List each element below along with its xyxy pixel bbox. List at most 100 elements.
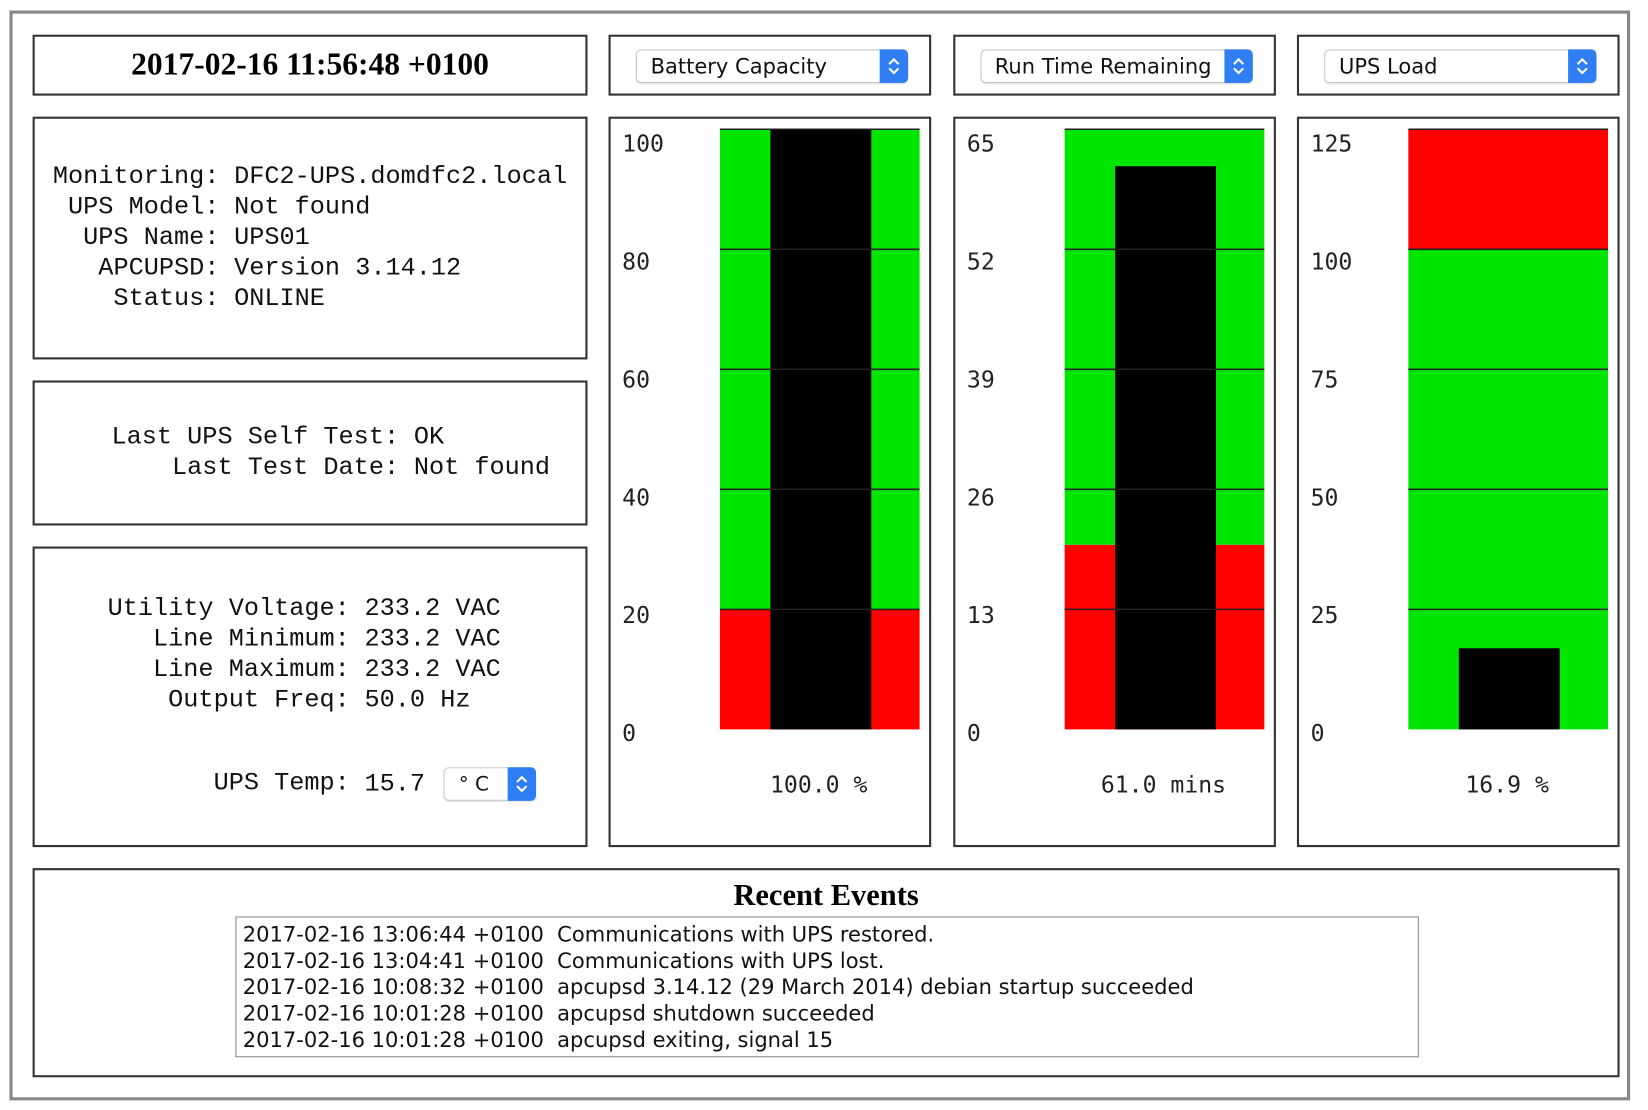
gauge-selector[interactable]: Battery Capacity — [635, 49, 909, 84]
temp-value: 15.7 — [364, 770, 426, 799]
event-line: 2017-02-16 13:06:44 +0100 Communications… — [242, 921, 935, 947]
gauge: 0 25 50 75 100 125 16.9 % — [1311, 128, 1609, 799]
info-value: UPS01 — [234, 223, 310, 253]
select-arrow — [508, 766, 537, 801]
gauge-panel: 0 25 50 75 100 125 16.9 % — [1296, 116, 1620, 848]
info-value: 233.2 VAC — [364, 624, 501, 654]
selector-box: UPS Load — [1296, 34, 1620, 96]
event-line: 2017-02-16 13:04:41 +0100 Communications… — [242, 948, 885, 974]
info-row: UPS Model: Not found — [44, 192, 585, 222]
info-value: DFC2-UPS.domdfc2.local — [234, 162, 568, 192]
self-test-box: Last UPS Self Test: OK Last Test Date: Not … — [32, 380, 588, 526]
info-value: 50.0 Hz — [364, 685, 471, 715]
temp-unit-select[interactable]: ° C — [443, 766, 537, 801]
power-table: Utility Voltage: 233.2 VAC Line Minimum: 23… — [44, 593, 585, 801]
info-label: Output Freq: — [168, 685, 350, 715]
info-label: Line Maximum: — [153, 655, 350, 684]
temp-row: UPS Temp: 15.7 ° C — [44, 715, 585, 801]
gauge: 0 13 26 39 52 65 61.0 mins — [966, 128, 1264, 799]
gauge-bar — [1458, 648, 1560, 730]
info-value: OK — [413, 423, 445, 452]
info-value: Not found — [234, 193, 371, 222]
y-tick-label: 100 — [622, 132, 664, 158]
power-box: Utility Voltage: 233.2 VAC Line Minimum: 23… — [32, 546, 588, 848]
event-line: 2017-02-16 10:01:28 +0100 apcupsd shutdo… — [242, 1000, 875, 1026]
gauge-selector[interactable]: Run Time Remaining — [980, 49, 1253, 84]
arrow-down — [888, 67, 900, 75]
y-tick-label: 80 — [622, 249, 650, 275]
info-row: Status: ONLINE — [44, 284, 585, 314]
info-label: UPS Model: — [68, 193, 220, 222]
info-row: Line Minimum: 233.2 VAC — [44, 624, 585, 654]
status-box: Monitoring: DFC2-UPS.domdfc2.local UPS Mod… — [32, 116, 588, 360]
arrow-icon — [516, 775, 528, 792]
y-tick-label: 65 — [966, 132, 994, 158]
y-tick-label: 75 — [1311, 367, 1339, 393]
arrow-down — [1232, 67, 1244, 75]
info-label: Last Test Date: — [172, 454, 400, 483]
y-tick-label: 20 — [622, 603, 650, 629]
y-tick-label: 100 — [1311, 249, 1353, 275]
gauge-selector[interactable]: UPS Load — [1324, 49, 1597, 84]
info-row: Output Freq: 50.0 Hz — [44, 685, 585, 715]
y-tick-label: 39 — [966, 367, 994, 393]
y-tick-label: 0 — [622, 721, 636, 747]
select-arrow — [1568, 49, 1597, 84]
gauge-panel: 0 13 26 39 52 65 61.0 mins — [952, 116, 1276, 848]
y-tick-label: 0 — [966, 721, 980, 747]
info-label: Line Minimum: — [153, 624, 350, 654]
y-tick-label: 13 — [966, 603, 994, 629]
info-value: ONLINE — [234, 284, 325, 314]
info-row: Monitoring: DFC2-UPS.domdfc2.local — [44, 162, 585, 192]
gauge: 0 20 40 60 80 100 100.0 % — [622, 128, 920, 799]
gauge-value-label: 16.9 % — [1465, 773, 1549, 799]
info-row: UPS Name: UPS01 — [44, 223, 585, 253]
info-label: Status: — [113, 284, 220, 314]
events-log[interactable]: 2017-02-16 13:06:44 +0100 Communications… — [235, 916, 1419, 1058]
self-test-table: Last UPS Self Test: OK Last Test Date: Not … — [44, 423, 585, 484]
y-tick-label: 0 — [1311, 721, 1325, 747]
info-label: Monitoring: — [52, 162, 220, 192]
info-label: Last UPS Self Test: — [111, 423, 400, 452]
y-tick-label: 25 — [1311, 603, 1339, 629]
y-tick-label: 60 — [622, 367, 650, 393]
events-title: Recent Events — [733, 878, 919, 913]
info-label: Utility Voltage: — [107, 594, 350, 623]
select-arrow — [879, 49, 909, 84]
event-line: 2017-02-16 10:08:32 +0100 apcupsd 3.14.1… — [242, 974, 1194, 1000]
status-table: Monitoring: DFC2-UPS.domdfc2.local UPS Mod… — [44, 162, 585, 314]
info-value: 233.2 VAC — [364, 594, 501, 623]
info-label: UPS Name: — [83, 223, 220, 253]
gauge-panel: 0 20 40 60 80 100 100.0 % — [608, 116, 932, 848]
events-box: Recent Events 2017-02-16 13:06:44 +0100 … — [32, 868, 1620, 1078]
timestamp: 2017-02-16 11:56:48 +0100 — [131, 47, 489, 82]
timestamp-box: 2017-02-16 11:56:48 +0100 — [32, 34, 588, 96]
info-row: APCUPSD: Version 3.14.12 — [44, 253, 585, 283]
arrow-down — [1576, 67, 1588, 75]
threshold-band — [1408, 129, 1609, 250]
info-value: Version 3.14.12 — [234, 254, 462, 283]
gauge-value-label: 100.0 % — [770, 773, 867, 799]
info-row: Last UPS Self Test: OK — [44, 423, 585, 453]
info-label: UPS Temp: — [213, 769, 350, 798]
select-arrow — [1223, 49, 1253, 84]
gauge-bar — [770, 129, 872, 730]
arrow-up — [1232, 57, 1244, 65]
arrow-down — [516, 784, 528, 792]
info-row: Last Test Date: Not found — [44, 453, 585, 483]
y-tick-label: 125 — [1311, 132, 1353, 158]
y-tick-label: 26 — [966, 485, 994, 511]
event-line: 2017-02-16 10:01:28 +0100 apcupsd exitin… — [242, 1026, 834, 1053]
arrow-icon — [1576, 57, 1588, 75]
arrow-icon — [1232, 57, 1244, 75]
y-tick-label: 40 — [622, 485, 650, 511]
gauge-value-label: 61.0 mins — [1100, 773, 1225, 799]
info-row: Line Maximum: 233.2 VAC — [44, 654, 585, 684]
selector-box: Run Time Remaining — [952, 34, 1276, 96]
arrow-up — [516, 775, 528, 783]
arrow-icon — [888, 57, 900, 75]
arrow-up — [888, 57, 900, 65]
info-label: APCUPSD: — [98, 254, 220, 283]
y-tick-label: 52 — [966, 249, 994, 275]
y-tick-label: 50 — [1311, 485, 1339, 511]
